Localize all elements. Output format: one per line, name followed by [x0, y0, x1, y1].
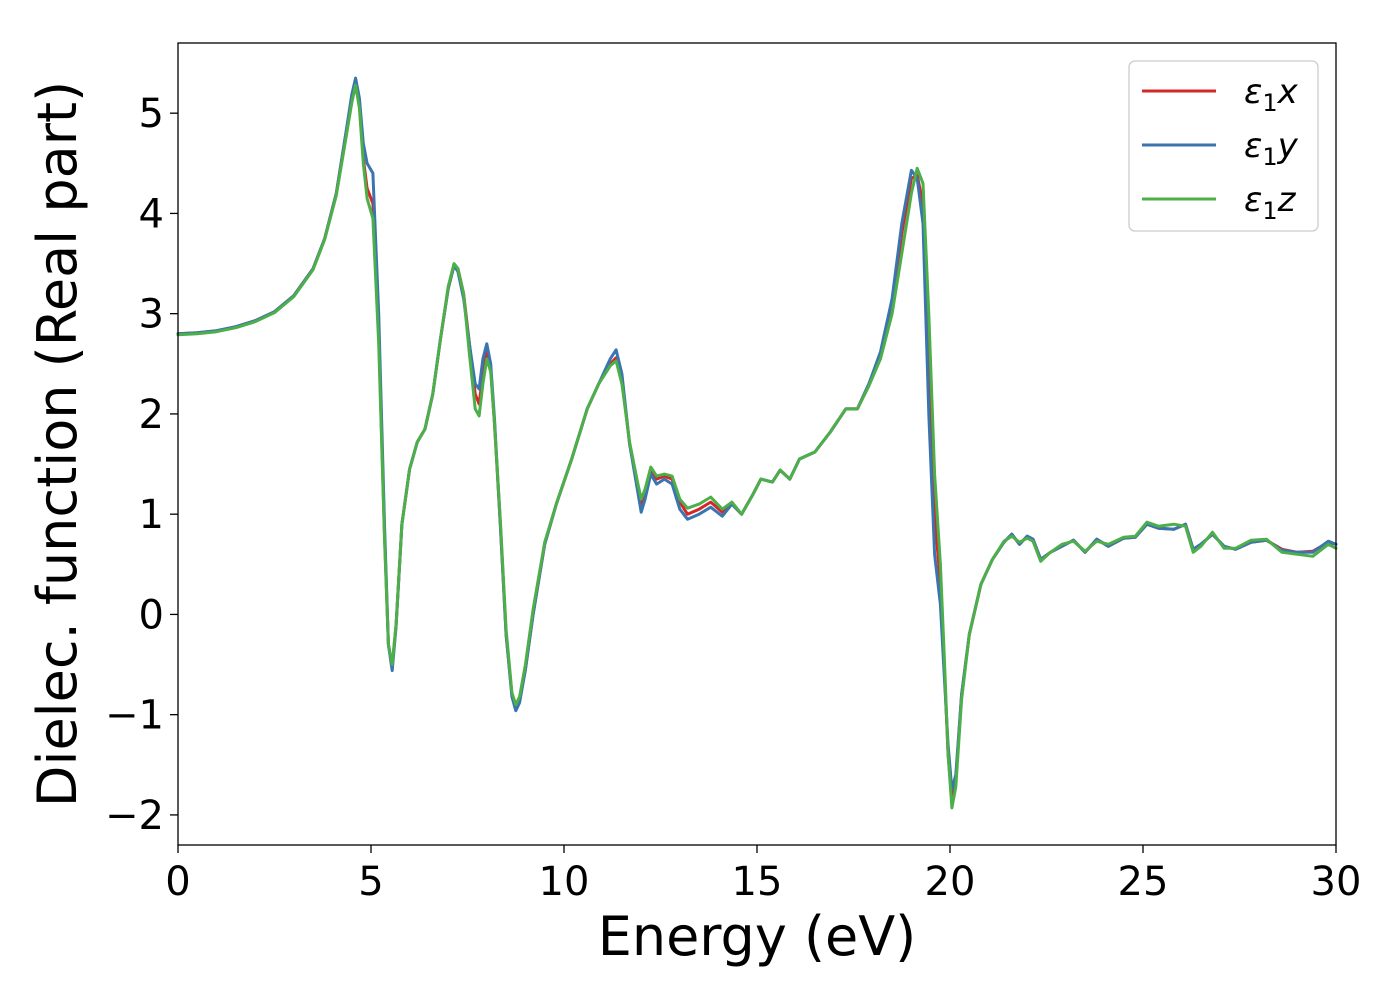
series-line-z [176, 83, 1338, 810]
legend-box [1128, 60, 1319, 232]
y-axis-ticks: −2 −1 0 1 2 3 4 5 [105, 91, 178, 839]
y-tick-label: 0 [139, 592, 164, 638]
x-tick-label: 20 [925, 859, 976, 905]
x-axis-ticks: 0 5 10 15 20 25 30 [165, 845, 1361, 905]
legend-label-z: ε1z [1244, 180, 1297, 225]
legend-label-y: ε1y [1244, 126, 1299, 171]
x-tick-label: 0 [165, 859, 190, 905]
y-tick-label: −2 [105, 793, 164, 839]
x-axis-title: Energy (eV) [598, 905, 917, 968]
y-tick-label: 1 [139, 492, 164, 538]
y-tick-label: 5 [139, 91, 164, 137]
x-tick-label: 15 [732, 859, 783, 905]
x-tick-label: 5 [358, 859, 383, 905]
y-tick-label: 4 [139, 191, 164, 237]
y-axis-title: Dielec. function (Real part) [26, 81, 89, 807]
x-tick-label: 30 [1311, 859, 1362, 905]
y-tick-label: 2 [139, 392, 164, 438]
y-tick-label: 3 [139, 292, 164, 338]
x-tick-label: 10 [539, 859, 590, 905]
series-lines [176, 76, 1338, 810]
legend: ε1x ε1y ε1z [1128, 60, 1319, 232]
legend-label-x: ε1x [1244, 72, 1299, 117]
y-tick-label: −1 [105, 693, 164, 739]
x-tick-label: 25 [1118, 859, 1169, 905]
